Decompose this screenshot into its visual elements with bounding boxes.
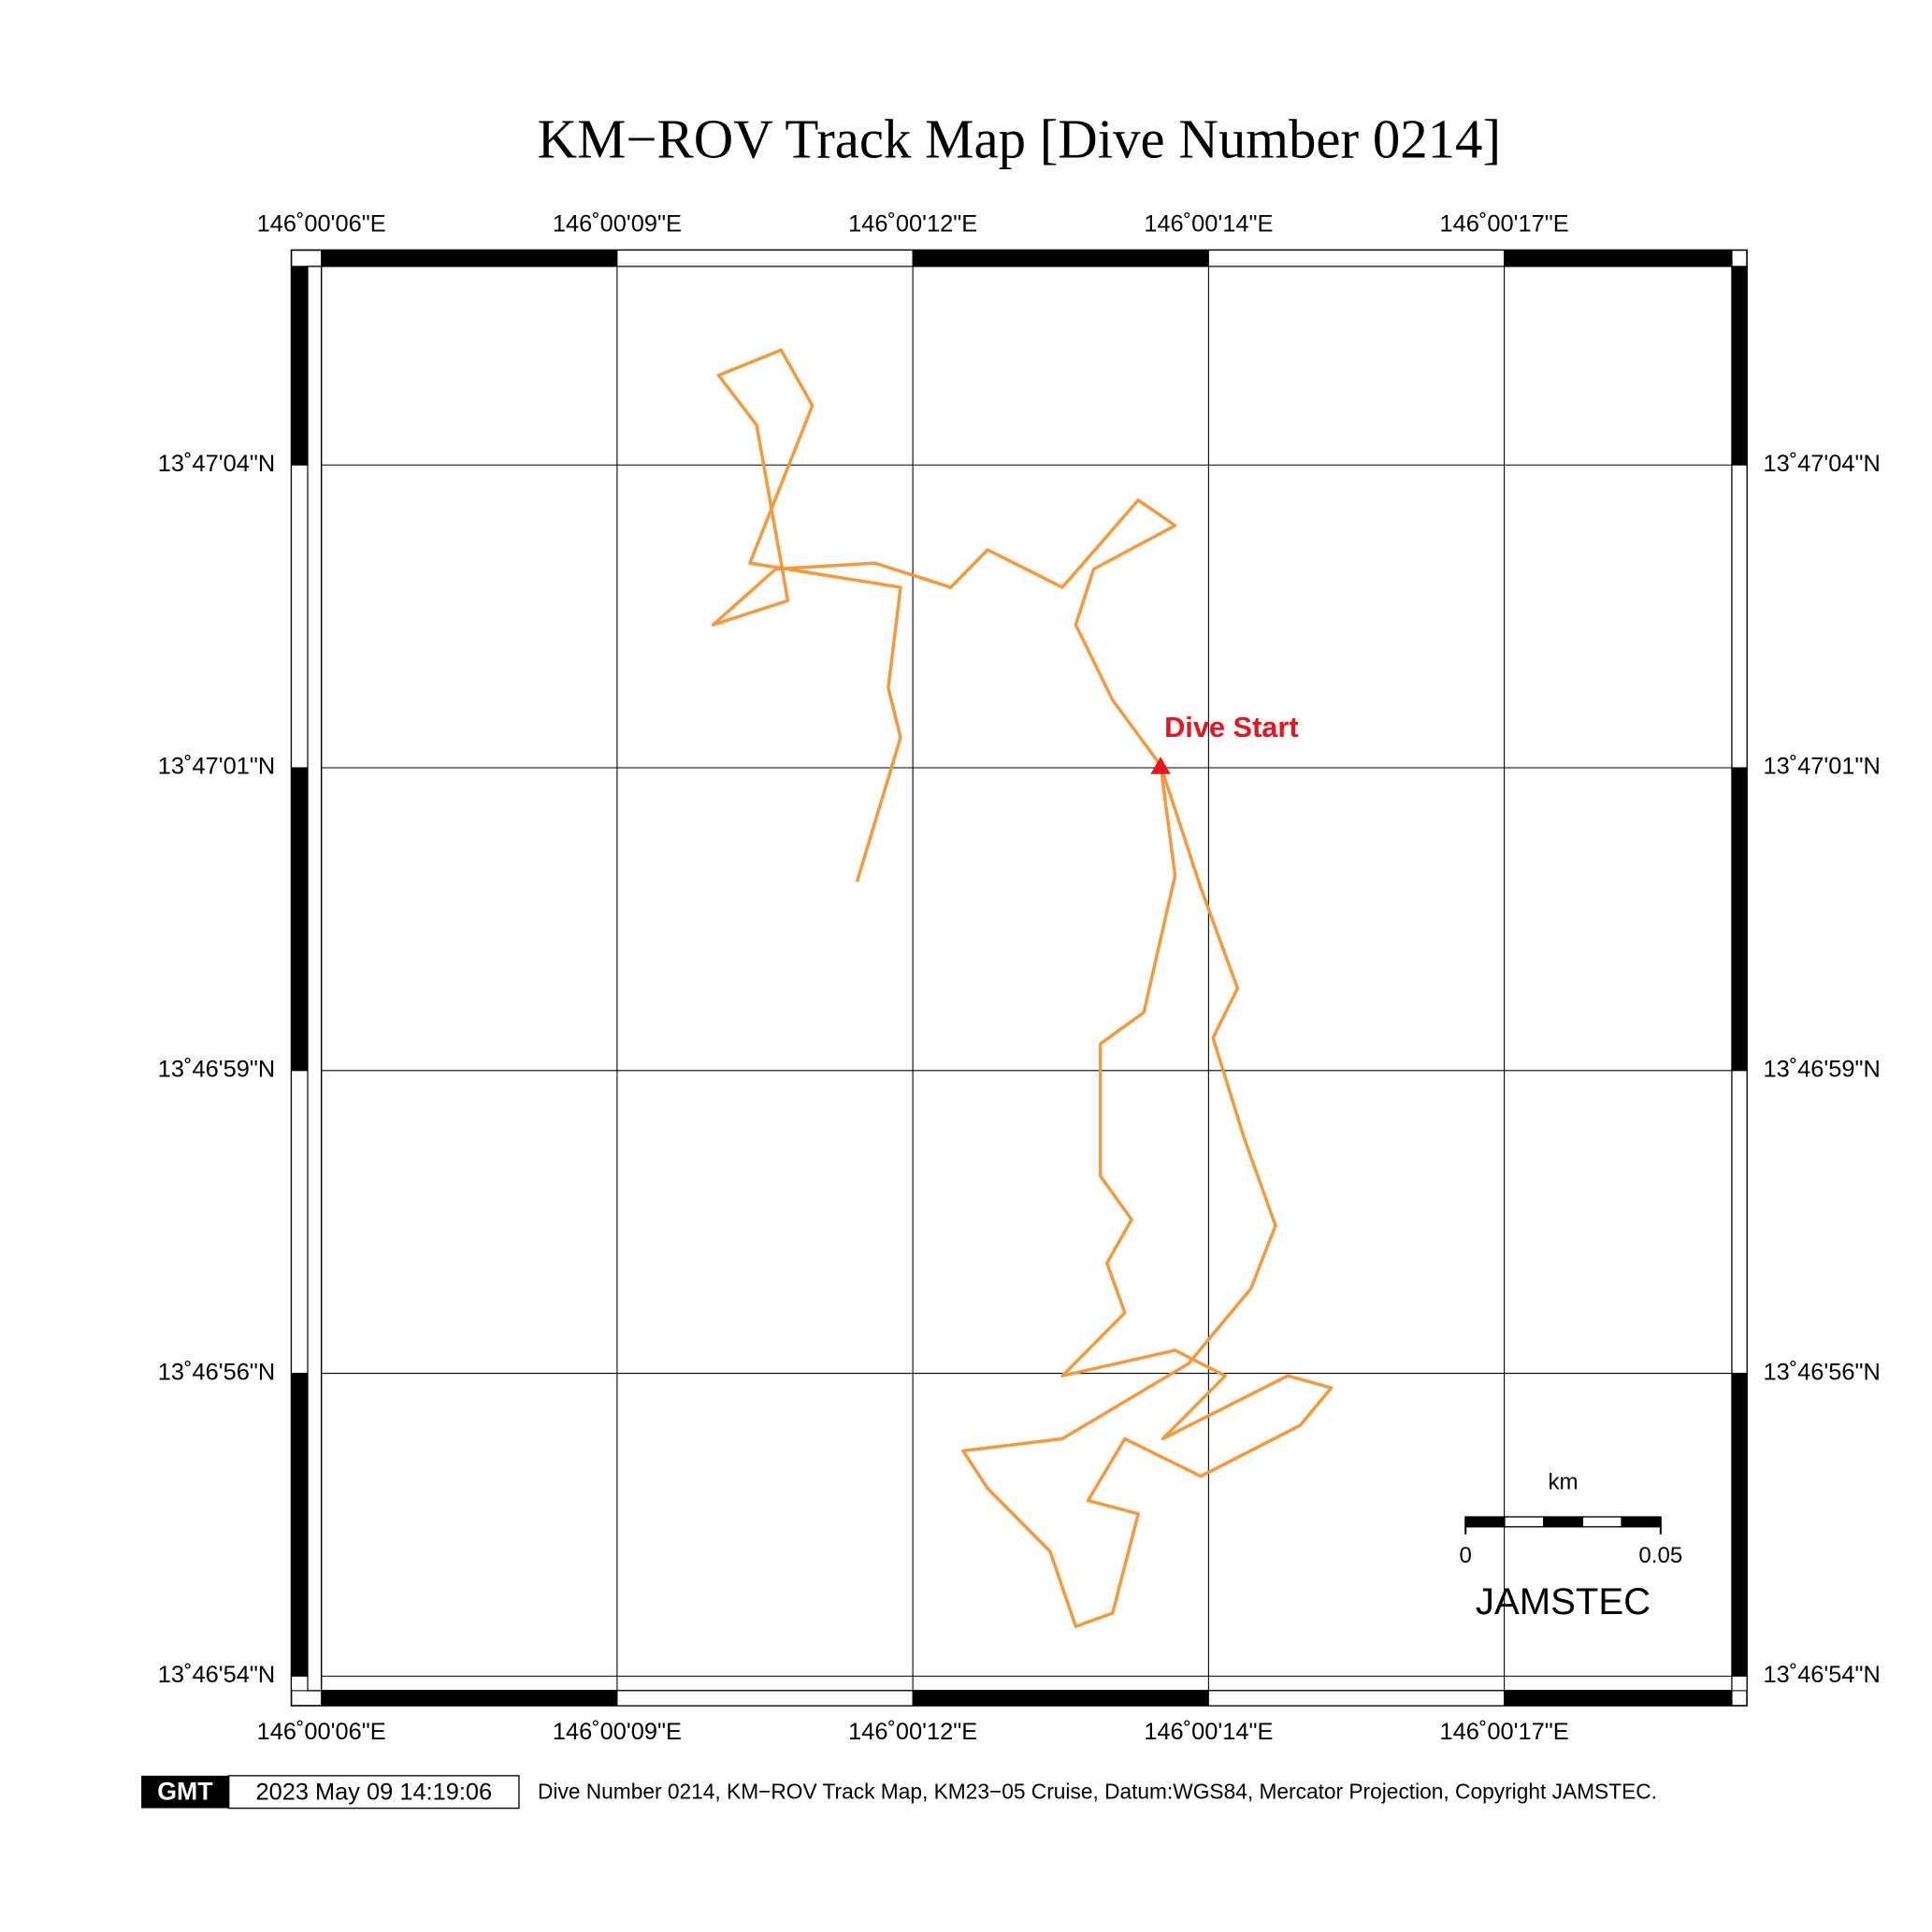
frame-band bbox=[1504, 1690, 1733, 1707]
scale-bar-segment bbox=[1464, 1516, 1506, 1528]
frame-band bbox=[1207, 249, 1506, 267]
frame-band bbox=[291, 767, 309, 1072]
frame-band bbox=[1731, 1373, 1748, 1677]
scale-bar-credit: JAMSTEC bbox=[1476, 1581, 1651, 1622]
caption: Dive Number 0214, KM−ROV Track Map, KM23… bbox=[538, 1780, 1657, 1804]
frame-band bbox=[1731, 464, 1748, 769]
frame-outer bbox=[290, 249, 1748, 1707]
x-tick-label: 146˚00'17"E bbox=[1440, 210, 1569, 237]
frame-band bbox=[1731, 767, 1748, 1072]
frame-band bbox=[1207, 1690, 1506, 1707]
y-tick-label: 13˚47'04"N bbox=[158, 451, 275, 477]
y-tick-label: 13˚47'04"N bbox=[1763, 451, 1880, 477]
frame-band bbox=[1731, 266, 1748, 466]
timestamp-box bbox=[228, 1775, 520, 1809]
frame-band bbox=[291, 1070, 309, 1375]
scale-bar-segment bbox=[1621, 1516, 1662, 1528]
frame-band bbox=[291, 464, 309, 769]
scale-bar-segment bbox=[1504, 1516, 1545, 1528]
frame-band bbox=[321, 1690, 618, 1707]
timestamp: 2023 May 09 14:19:06 bbox=[255, 1779, 492, 1805]
x-tick-label: 146˚00'14"E bbox=[1144, 1719, 1273, 1745]
frame-band bbox=[1731, 1070, 1748, 1375]
frame-band bbox=[616, 1690, 914, 1707]
logo: GMT bbox=[157, 1778, 213, 1806]
scale-bar-segment bbox=[1542, 1516, 1584, 1528]
logo-box bbox=[141, 1775, 229, 1809]
footer: GMT 2023 May 09 14:19:06 Dive Number 021… bbox=[141, 1775, 1657, 1809]
x-tick-label: 146˚00'12"E bbox=[848, 210, 977, 237]
frame-band bbox=[1504, 249, 1733, 267]
x-tick-label: 146˚00'12"E bbox=[848, 1719, 977, 1745]
y-tick-label: 13˚47'01"N bbox=[1763, 754, 1880, 780]
map-title: KM−ROV Track Map [Dive Number 0214] bbox=[538, 109, 1501, 170]
frame-band bbox=[1731, 1675, 1748, 1692]
scale-bar-tick-label: 0 bbox=[1460, 1543, 1472, 1568]
scale-bar-segment bbox=[1581, 1516, 1622, 1528]
y-tick-label: 13˚46'59"N bbox=[1763, 1057, 1880, 1083]
frame-inner bbox=[307, 266, 1733, 1692]
y-tick-label: 13˚47'01"N bbox=[158, 754, 275, 780]
x-tick-label: 146˚00'14"E bbox=[1144, 210, 1273, 237]
frame-band bbox=[912, 1690, 1209, 1707]
dive-start-label: Dive Start bbox=[1164, 711, 1299, 743]
y-tick-label: 13˚46'56"N bbox=[158, 1359, 275, 1385]
y-tick-label: 13˚46'54"N bbox=[1763, 1662, 1880, 1688]
frame-band bbox=[291, 1373, 309, 1677]
y-tick-label: 13˚46'56"N bbox=[1763, 1359, 1880, 1385]
y-tick-label: 13˚46'59"N bbox=[158, 1057, 275, 1083]
frame-band bbox=[912, 249, 1209, 267]
x-tick-label: 146˚00'06"E bbox=[257, 210, 386, 237]
frame-band bbox=[616, 249, 914, 267]
x-tick-label: 146˚00'06"E bbox=[257, 1719, 386, 1745]
x-tick-label: 146˚00'09"E bbox=[553, 1719, 682, 1745]
rov-track bbox=[711, 348, 1334, 1629]
frame-band bbox=[291, 266, 309, 466]
scale-bar-unit: km bbox=[1548, 1469, 1578, 1494]
y-tick-label: 13˚46'54"N bbox=[158, 1662, 275, 1688]
x-tick-label: 146˚00'09"E bbox=[553, 210, 682, 237]
dive-start-marker bbox=[1150, 757, 1171, 774]
frame-band bbox=[321, 249, 618, 267]
x-tick-label: 146˚00'17"E bbox=[1440, 1719, 1569, 1745]
scale-bar-tick-label: 0.05 bbox=[1638, 1543, 1682, 1568]
frame-band bbox=[291, 1675, 309, 1692]
map-border bbox=[320, 266, 1733, 1692]
